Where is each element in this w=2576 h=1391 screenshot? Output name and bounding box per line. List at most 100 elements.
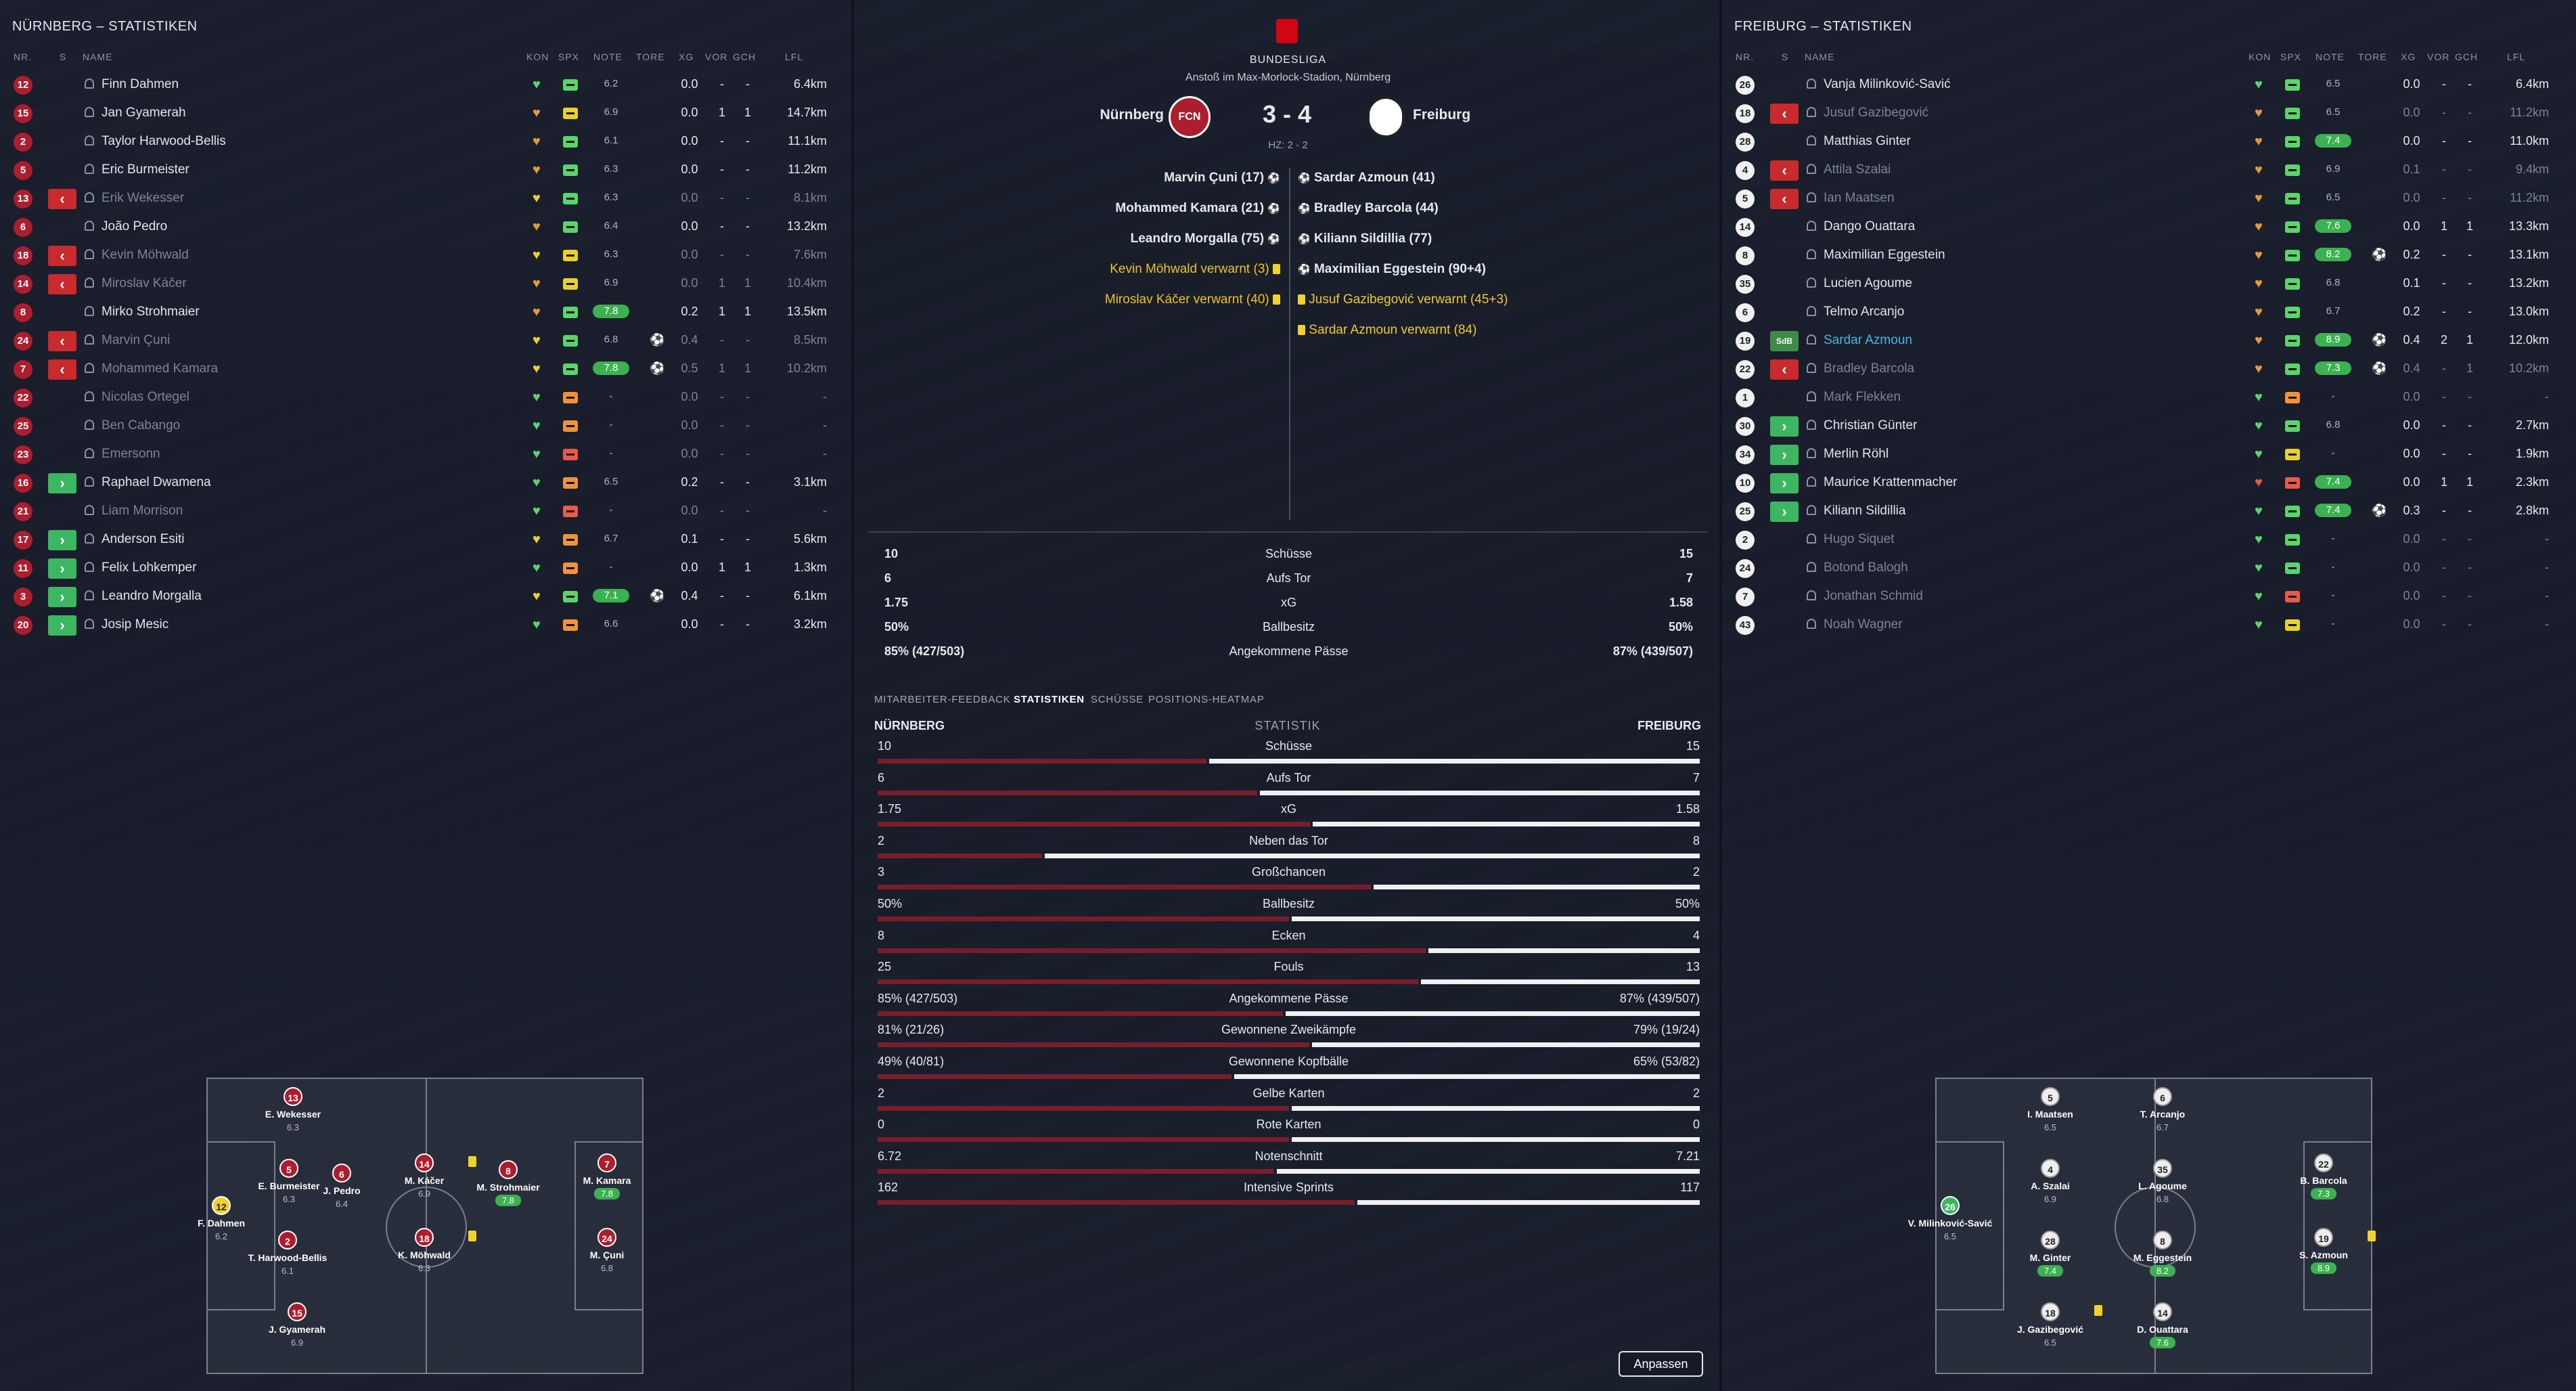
- column-header-s[interactable]: S: [1782, 51, 1789, 62]
- anpassen-button[interactable]: Anpassen: [1619, 1351, 1703, 1377]
- column-header-nr[interactable]: NR.: [1736, 51, 1755, 62]
- player-name[interactable]: Jan Gyamerah: [101, 106, 186, 120]
- player-name[interactable]: Erik Wekesser: [101, 191, 185, 205]
- player-name[interactable]: Jusuf Gazibegović: [1824, 106, 1929, 120]
- player-row[interactable]: 19 SdB Sardar Azmoun ♥ 8.9 ⚽ 0.4 2 1 12.0km: [1722, 326, 2576, 355]
- formation-player[interactable]: 35 L. Agoume 6.8: [2119, 1159, 2207, 1206]
- formation-player[interactable]: 8 M. Eggestein 8.2: [2119, 1231, 2207, 1277]
- player-row[interactable]: 17 › Anderson Esiti ♥ 6.7 0.1 - - 5.6km: [0, 525, 854, 554]
- player-row[interactable]: 25 Ben Cabango ♥ - 0.0 - - -: [0, 412, 854, 440]
- formation-player[interactable]: 5 I. Maatsen 6.5: [2006, 1087, 2094, 1134]
- player-name[interactable]: Ian Maatsen: [1824, 191, 1895, 205]
- player-name[interactable]: Jonathan Schmid: [1824, 589, 1923, 603]
- tab-statistiken[interactable]: STATISTIKEN: [1014, 694, 1085, 705]
- formation-player[interactable]: 8 M. Strohmaier 7.8: [464, 1160, 552, 1207]
- player-name[interactable]: Nicolas Ortegel: [101, 390, 189, 404]
- player-row[interactable]: 18 ‹ Kevin Möhwald ♥ 6.3 0.0 - - 7.6km: [0, 241, 854, 269]
- column-header-spx[interactable]: SPX: [2280, 51, 2302, 62]
- column-header-note[interactable]: NOTE: [2315, 51, 2345, 62]
- player-name[interactable]: Bradley Barcola: [1824, 361, 1915, 376]
- player-row[interactable]: 34 › Merlin Röhl ♥ - 0.0 - - 1.9km: [1722, 440, 2576, 468]
- player-name[interactable]: Maurice Krattenmacher: [1824, 475, 1958, 489]
- formation-player[interactable]: 26 V. Milinković-Savić 6.5: [1906, 1196, 1994, 1243]
- player-name[interactable]: Merlin Röhl: [1824, 447, 1889, 461]
- player-row[interactable]: 35 Lucien Agoume ♥ 6.8 0.1 - - 13.2km: [1722, 269, 2576, 298]
- player-name[interactable]: Lucien Agoume: [1824, 276, 1912, 290]
- player-name[interactable]: Raphael Dwamena: [101, 475, 211, 489]
- column-header-kon[interactable]: KON: [526, 51, 549, 62]
- player-name[interactable]: Leandro Morgalla: [101, 589, 202, 603]
- away-team-name[interactable]: Freiburg: [1413, 107, 1471, 123]
- formation-player[interactable]: 28 M. Ginter 7.4: [2006, 1231, 2094, 1277]
- player-row[interactable]: 7 ‹ Mohammed Kamara ♥ 7.8 ⚽ 0.5 1 1 10.2km: [0, 355, 854, 383]
- tab-mitarbeiter-feedback[interactable]: MITARBEITER-FEEDBACK: [874, 694, 1011, 705]
- player-name[interactable]: Maximilian Eggestein: [1824, 248, 1945, 262]
- home-team-name[interactable]: Nürnberg: [1100, 107, 1165, 123]
- column-header-gch[interactable]: GCH: [733, 51, 756, 62]
- player-name[interactable]: Matthias Ginter: [1824, 134, 1911, 148]
- player-row[interactable]: 16 › Raphael Dwamena ♥ 6.5 0.2 - - 3.1km: [0, 468, 854, 497]
- column-header-name[interactable]: NAME: [83, 51, 113, 62]
- player-row[interactable]: 26 Vanja Milinković-Savić ♥ 6.5 0.0 - - 6.4km: [1722, 70, 2576, 99]
- player-name[interactable]: Dango Ouattara: [1824, 219, 1916, 234]
- player-row[interactable]: 24 ‹ Marvin Çuni ♥ 6.8 ⚽ 0.4 - - 8.5km: [0, 326, 854, 355]
- formation-player[interactable]: 14 D. Ouattara 7.6: [2119, 1302, 2207, 1349]
- player-name[interactable]: João Pedro: [101, 219, 168, 234]
- player-name[interactable]: Attila Szalai: [1824, 162, 1891, 177]
- formation-player[interactable]: 12 F. Dahmen 6.2: [177, 1196, 265, 1243]
- player-row[interactable]: 7 Jonathan Schmid ♥ - 0.0 - - -: [1722, 582, 2576, 611]
- formation-player[interactable]: 24 M. Çuni 6.8: [563, 1228, 651, 1275]
- player-row[interactable]: 8 Maximilian Eggestein ♥ 8.2 ⚽ 0.2 - - 13.1km: [1722, 241, 2576, 269]
- column-header-kon[interactable]: KON: [2249, 51, 2272, 62]
- player-row[interactable]: 43 Noah Wagner ♥ - 0.0 - - -: [1722, 611, 2576, 639]
- player-name[interactable]: Sardar Azmoun: [1824, 333, 1912, 347]
- player-name[interactable]: Marvin Çuni: [101, 333, 171, 347]
- player-row[interactable]: 14 ‹ Miroslav Káčer ♥ 6.9 0.0 1 1 10.4km: [0, 269, 854, 298]
- player-name[interactable]: Emersonn: [101, 447, 160, 461]
- player-row[interactable]: 13 ‹ Erik Wekesser ♥ 6.3 0.0 - - 8.1km: [0, 184, 854, 213]
- player-name[interactable]: Vanja Milinković-Savić: [1824, 77, 1951, 91]
- column-header-s[interactable]: S: [60, 51, 67, 62]
- player-row[interactable]: 2 Taylor Harwood-Bellis ♥ 6.1 0.0 - - 11.1km: [0, 127, 854, 156]
- player-row[interactable]: 5 Eric Burmeister ♥ 6.3 0.0 - - 11.2km: [0, 156, 854, 184]
- player-name[interactable]: Mirko Strohmaier: [101, 305, 200, 319]
- formation-player[interactable]: 22 B. Barcola 7.3: [2280, 1153, 2368, 1200]
- player-row[interactable]: 23 Emersonn ♥ - 0.0 - - -: [0, 440, 854, 468]
- column-header-gch[interactable]: GCH: [2455, 51, 2479, 62]
- player-name[interactable]: Ben Cabango: [101, 418, 181, 433]
- player-row[interactable]: 20 › Josip Mesic ♥ 6.6 0.0 - - 3.2km: [0, 611, 854, 639]
- player-row[interactable]: 24 Botond Balogh ♥ - 0.0 - - -: [1722, 554, 2576, 582]
- player-row[interactable]: 30 › Christian Günter ♥ 6.8 0.0 - - 2.7km: [1722, 412, 2576, 440]
- player-name[interactable]: Josip Mesic: [101, 617, 169, 632]
- column-header-tore[interactable]: TORE: [636, 51, 665, 62]
- player-row[interactable]: 15 Jan Gyamerah ♥ 6.9 0.0 1 1 14.7km: [0, 99, 854, 127]
- formation-player[interactable]: 19 S. Azmoun 8.9: [2280, 1228, 2376, 1275]
- player-row[interactable]: 22 Nicolas Ortegel ♥ - 0.0 - - -: [0, 383, 854, 412]
- player-name[interactable]: Telmo Arcanjo: [1824, 305, 1905, 319]
- formation-player[interactable]: 4 A. Szalai 6.9: [2006, 1159, 2094, 1206]
- player-row[interactable]: 14 Dango Ouattara ♥ 7.6 0.0 1 1 13.3km: [1722, 213, 2576, 241]
- player-name[interactable]: Botond Balogh: [1824, 560, 1908, 575]
- formation-player[interactable]: 7 M. Kamara 7.8: [563, 1153, 651, 1200]
- column-header-lfl[interactable]: LFL: [2507, 51, 2526, 62]
- player-row[interactable]: 21 Liam Morrison ♥ - 0.0 - - -: [0, 497, 854, 525]
- formation-player[interactable]: 2 T. Harwood-Bellis 6.1: [244, 1231, 332, 1277]
- player-name[interactable]: Mark Flekken: [1824, 390, 1901, 404]
- player-name[interactable]: Finn Dahmen: [101, 77, 179, 91]
- formation-player[interactable]: 6 J. Pedro 6.4: [298, 1164, 386, 1210]
- player-name[interactable]: Taylor Harwood-Bellis: [101, 134, 226, 148]
- formation-player[interactable]: 6 T. Arcanjo 6.7: [2119, 1087, 2207, 1134]
- column-header-vor[interactable]: VOR: [2427, 51, 2450, 62]
- formation-player[interactable]: 5 E. Burmeister 6.3: [245, 1159, 333, 1206]
- player-name[interactable]: Anderson Esiti: [101, 532, 185, 546]
- player-name[interactable]: Liam Morrison: [101, 504, 183, 518]
- formation-player[interactable]: 15 J. Gyamerah 6.9: [253, 1302, 341, 1349]
- column-header-nr[interactable]: NR.: [14, 51, 32, 62]
- player-row[interactable]: 5 ‹ Ian Maatsen ♥ 6.5 0.0 - - 11.2km: [1722, 184, 2576, 213]
- player-row[interactable]: 6 João Pedro ♥ 6.4 0.0 - - 13.2km: [0, 213, 854, 241]
- tab-positions-heatmap[interactable]: POSITIONS-HEATMAP: [1148, 694, 1265, 705]
- player-name[interactable]: Noah Wagner: [1824, 617, 1903, 632]
- formation-player[interactable]: 14 M. Káčer 6.9: [380, 1153, 476, 1200]
- column-header-note[interactable]: NOTE: [593, 51, 623, 62]
- column-header-name[interactable]: NAME: [1805, 51, 1835, 62]
